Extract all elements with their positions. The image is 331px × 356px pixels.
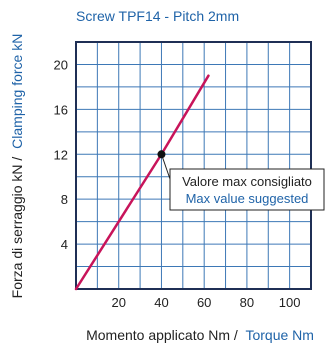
x-tick-labels: 20 40 60 80 100 <box>111 295 300 310</box>
x-tick-label: 60 <box>197 295 211 310</box>
plot-frame <box>75 41 312 290</box>
y-tick-labels: 4 8 12 16 20 <box>54 57 68 252</box>
annotation-text-line2: Max value suggested <box>186 191 309 206</box>
x-axis-label-italian: Momento applicato Nm / <box>86 327 238 343</box>
y-tick-label: 20 <box>54 57 68 72</box>
x-axis-label: Momento applicato Nm / Torque Nm <box>86 327 314 343</box>
y-tick-label: 16 <box>54 102 68 117</box>
y-tick-label: 4 <box>61 237 68 252</box>
y-axis-label-english: Clamping force kN <box>9 34 25 149</box>
x-tick-label: 100 <box>279 295 301 310</box>
x-tick-label: 20 <box>111 295 125 310</box>
chart-title: Screw TPF14 - Pitch 2mm <box>76 8 239 24</box>
annotation-text-line1: Valore max consigliato <box>182 174 312 189</box>
y-tick-label: 8 <box>61 192 68 207</box>
plot-area <box>76 42 311 289</box>
annotation: Valore max consigliato Max value suggest… <box>157 150 325 211</box>
x-tick-label: 80 <box>240 295 254 310</box>
y-axis-label-italian: Forza di serraggio kN / <box>9 157 25 299</box>
y-tick-label: 12 <box>54 147 68 162</box>
annotation-leader-line <box>160 154 171 180</box>
max-value-point <box>157 150 166 159</box>
y-axis-label: Forza di serraggio kN / Clamping force k… <box>9 34 25 299</box>
x-axis-label-english: Torque Nm <box>245 327 313 343</box>
x-tick-label: 40 <box>154 295 168 310</box>
annotation-box <box>169 168 325 211</box>
